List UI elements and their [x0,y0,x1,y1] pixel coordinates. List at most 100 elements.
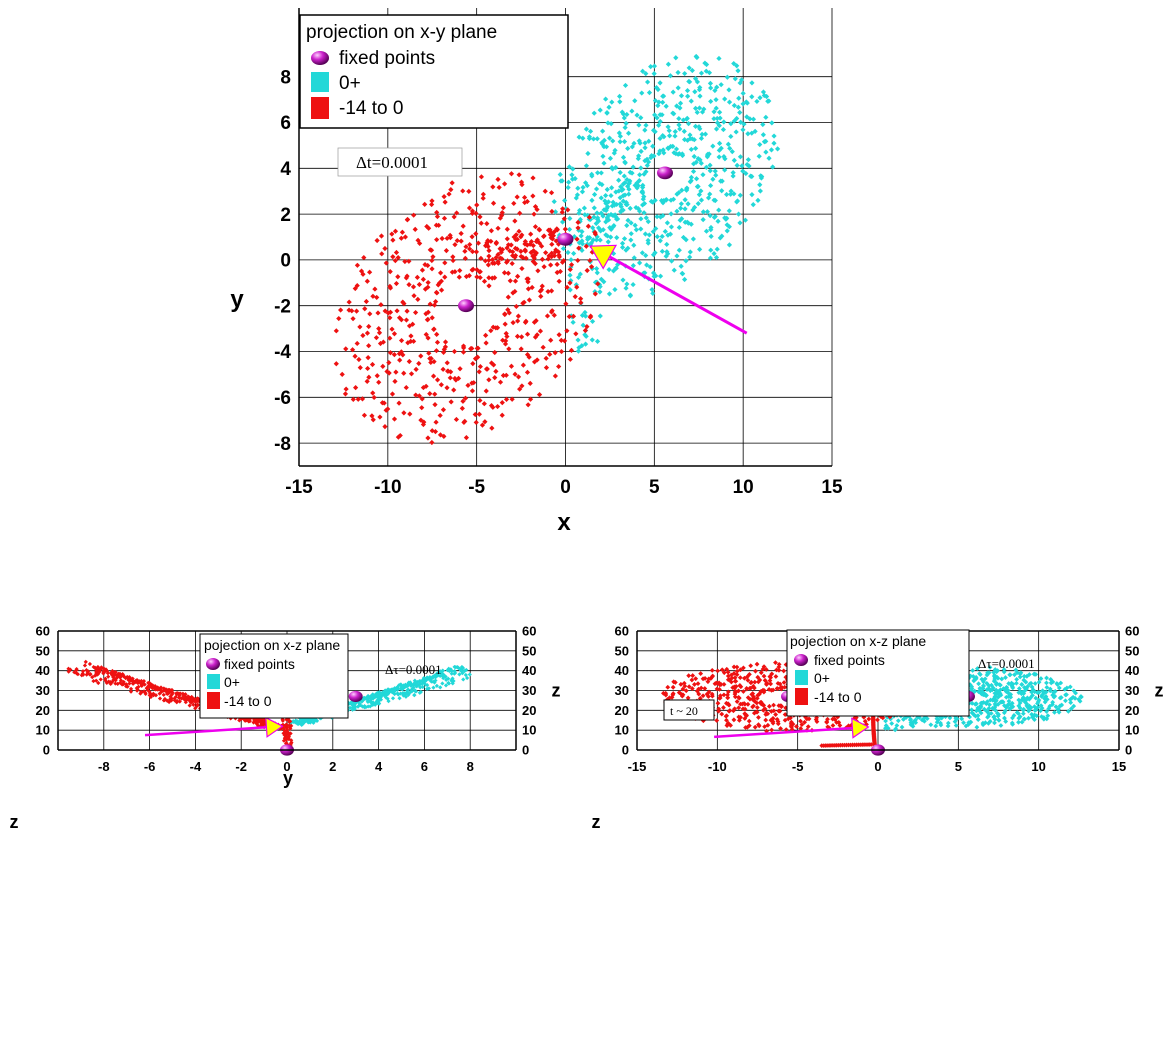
data-point [781,668,787,674]
data-point [556,332,562,338]
data-point [919,717,925,723]
data-point [614,216,620,222]
data-point [375,698,380,703]
data-point [752,679,758,685]
data-point [637,172,643,178]
data-point [391,331,398,337]
data-point [693,159,699,165]
data-point [483,366,490,372]
data-point [700,172,706,178]
data-point [565,207,571,213]
data-point [715,668,721,674]
data-point [293,718,298,723]
data-point [576,210,582,216]
data-point [737,192,743,198]
data-point [531,248,537,254]
data-point [714,115,720,122]
data-point [1068,706,1074,712]
data-point [710,673,716,679]
y-tick-label: 30 [36,683,50,698]
data-point [389,326,395,332]
data-point [101,670,106,675]
data-point [717,115,723,121]
data-point [594,270,600,276]
data-point [355,396,361,402]
data-point [681,128,687,134]
data-point [1022,685,1027,690]
data-point [333,328,339,334]
data-point [740,90,746,96]
data-point [543,355,549,361]
data-point [423,383,429,389]
data-point [766,155,772,161]
data-point [1016,690,1022,696]
data-point [744,674,750,680]
data-point [910,723,916,729]
data-point [740,127,746,133]
data-point [679,270,685,277]
data-point [465,675,470,681]
data-point [530,258,536,265]
data-point [87,661,93,667]
data-point [771,133,777,139]
data-point [707,168,713,174]
data-point [392,228,399,234]
data-point [933,723,939,729]
data-point [754,661,760,667]
data-point [488,228,494,234]
data-point [640,184,646,190]
legend-box [199,633,349,719]
data-point [183,692,188,697]
data-point [451,348,458,355]
data-point [464,667,469,673]
data-point [493,240,499,247]
data-point [1020,707,1026,713]
y-tick-label-right: 30 [522,683,536,698]
data-point [551,253,558,259]
data-point [1076,697,1082,702]
data-point [374,294,380,301]
data-point [713,172,719,178]
data-point [455,375,462,381]
data-point [259,721,264,726]
data-point [426,350,432,356]
data-point [908,717,913,723]
data-point [497,246,503,252]
data-point [981,683,986,689]
data-point [379,251,385,257]
data-point [995,713,1001,719]
data-point [532,334,539,340]
data-point [469,267,475,273]
data-point [722,96,728,102]
data-point [640,68,646,74]
data-point [624,281,630,287]
data-point [974,724,980,730]
data-point [157,696,163,701]
data-point [398,349,404,355]
data-point [425,435,431,441]
data-point [526,297,533,303]
data-point [468,346,474,352]
data-point [416,682,421,688]
data-point [716,708,721,714]
data-point [427,247,433,253]
data-point [642,231,649,237]
data-point [582,332,588,338]
data-point [645,219,651,225]
data-point [731,191,737,197]
data-point [650,229,656,235]
data-point [699,109,706,115]
data-point [165,698,170,703]
data-point [603,219,609,225]
data-point [626,181,632,187]
data-point [438,382,444,388]
data-point [726,87,732,93]
legend-minus14to0-swatch [795,688,808,705]
data-point [1021,716,1027,722]
data-point [575,348,582,354]
data-point [429,428,435,434]
data-point [709,691,715,697]
data-point [479,422,486,428]
data-point [527,241,533,247]
data-point [625,145,631,152]
